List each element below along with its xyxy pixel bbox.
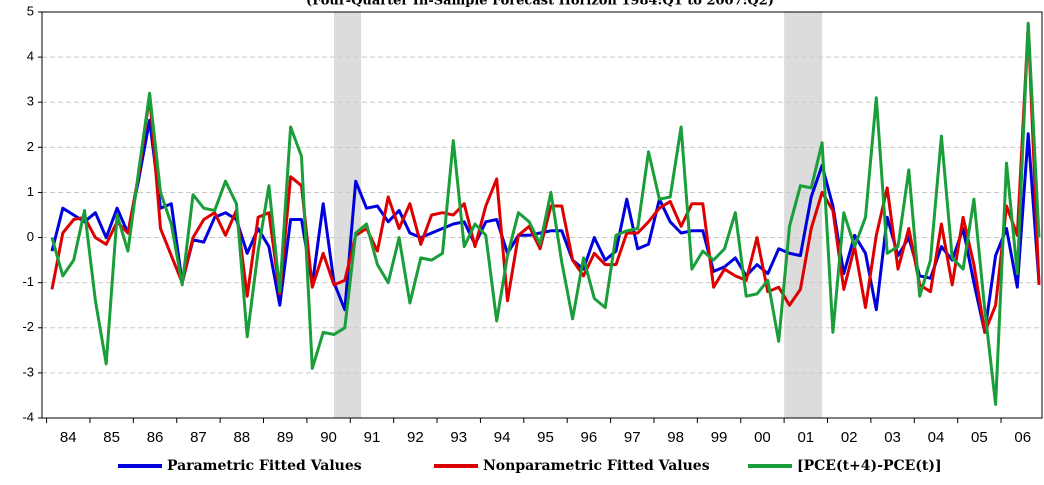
x-tick-label: 88 (233, 429, 250, 446)
x-tick-label: 96 (581, 429, 598, 446)
series-line (50, 21, 1041, 406)
legend-label: [PCE(t+4)-PCE(t)] (797, 458, 942, 474)
x-tick-label: 85 (103, 429, 120, 446)
legend-label: Nonparametric Fitted Values (483, 458, 710, 474)
series-line (50, 24, 1041, 334)
x-tick-label: 91 (364, 429, 381, 446)
y-tick-label: 2 (27, 139, 34, 154)
x-tick-label: 89 (277, 429, 294, 446)
legend-label: Parametric Fitted Values (167, 458, 362, 474)
x-tick-label: 06 (1014, 429, 1031, 446)
y-tick-label: 4 (27, 49, 34, 64)
y-tick-label: 3 (27, 94, 34, 109)
plot-frame (41, 11, 1043, 419)
x-tick-label: 00 (754, 429, 771, 446)
x-tick-label: 86 (147, 429, 164, 446)
y-tick-label: 1 (27, 184, 34, 199)
x-tick-label: 02 (841, 429, 858, 446)
x-tick-label: 93 (450, 429, 467, 446)
x-tick-label: 99 (711, 429, 728, 446)
y-tick-label: -1 (22, 274, 34, 289)
chart-title: (Four-Quarter In-Sample Forecast Horizon… (306, 0, 774, 9)
x-tick-label: 92 (407, 429, 424, 446)
x-tick-label: 03 (884, 429, 901, 446)
x-tick-label: 98 (667, 429, 684, 446)
recession-shade (334, 12, 362, 418)
x-tick-label: 84 (60, 429, 77, 446)
x-tick-label: 05 (971, 429, 988, 446)
y-tick-label: -3 (22, 364, 34, 379)
x-tick-label: 87 (190, 429, 207, 446)
x-tick-label: 90 (320, 429, 337, 446)
x-tick-label: 95 (537, 429, 554, 446)
x-tick-label: 97 (624, 429, 641, 446)
y-tick-label: -2 (22, 319, 34, 334)
x-tick-label: 01 (797, 429, 814, 446)
y-tick-label: 5 (27, 3, 34, 18)
y-tick-label: -4 (22, 409, 34, 424)
x-tick-label: 94 (494, 429, 511, 446)
y-tick-label: 0 (27, 229, 34, 244)
x-tick-label: 04 (928, 429, 945, 446)
